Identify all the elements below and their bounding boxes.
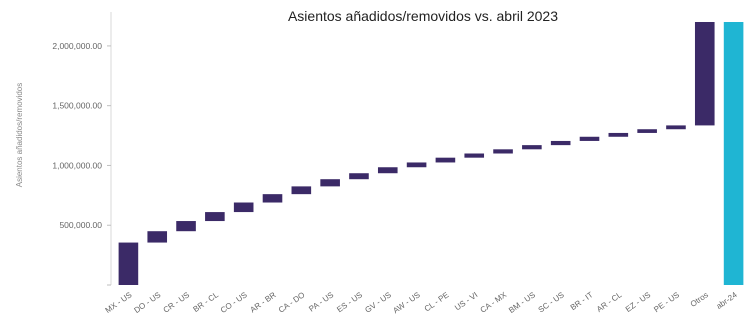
bar-es-us: [349, 173, 369, 180]
x-tick-label: MX - US: [104, 290, 134, 315]
bar-ar-br: [262, 194, 283, 203]
x-tick-label: CL - PE: [423, 290, 451, 313]
bar-ar-cl: [608, 132, 629, 137]
x-tick-label: BR - CL: [192, 290, 221, 314]
x-tick-label: ES - US: [335, 290, 364, 314]
x-tick-label: CA - MX: [479, 290, 509, 315]
bar-sc-us: [550, 140, 571, 146]
bar-aw-us: [406, 162, 427, 168]
x-tick-label: US - VI: [453, 290, 479, 312]
bar-gv-us: [377, 167, 398, 174]
bar-mx-us: [118, 242, 139, 285]
bar-ca-mx: [493, 149, 513, 154]
x-tick-label: Otros: [689, 290, 710, 309]
bar-us-vi: [464, 153, 485, 158]
x-tick-label: BR - IT: [569, 290, 595, 312]
bar-co-us: [233, 202, 254, 213]
x-tick-label: DO - US: [132, 290, 162, 315]
x-tick-label: abr-24: [715, 290, 740, 311]
bar-br-it: [579, 136, 600, 141]
bar-abr-24: [723, 22, 744, 285]
x-tick-label: CA - DO: [277, 290, 307, 314]
bar-ca-do: [291, 186, 312, 195]
x-tick-label: AR - CL: [595, 290, 624, 314]
x-tick-label: SC - US: [537, 290, 566, 314]
x-tick-label: BM - US: [507, 290, 537, 315]
y-tick-label: 2,000,000.00: [52, 41, 102, 51]
x-tick-label: AR - BR: [248, 290, 277, 314]
bars-group: [118, 22, 744, 285]
chart-title: Asientos añadidos/removidos vs. abril 20…: [288, 8, 558, 24]
x-tick-label: EZ - US: [624, 290, 652, 314]
y-tick-label: 500,000.00: [59, 220, 102, 230]
y-tick-label: 1,000,000.00: [52, 160, 102, 170]
bar-cl-pe: [435, 157, 456, 163]
bar-pe-us: [666, 125, 686, 130]
bar-ez-us: [637, 129, 657, 133]
bar-pa-us: [320, 179, 340, 187]
x-tick-label: CR - US: [162, 290, 192, 314]
y-tick-label: 1,500,000.00: [52, 101, 102, 111]
x-tick-label: AW - US: [391, 290, 421, 315]
bar-cr-us: [176, 221, 196, 232]
x-tick-label: GV - US: [363, 290, 393, 314]
y-axis-ticks: 500,000.00 1,000,000.00 1,500,000.00 2,000,…: [52, 41, 111, 286]
bar-br-cl: [205, 212, 225, 222]
x-tick-label: CO - US: [219, 290, 249, 315]
y-axis-label: Asientos añadidos/removidos: [15, 83, 24, 188]
bar-do-us: [147, 231, 168, 243]
bar-bm-us: [522, 145, 542, 150]
x-tick-label: PE - US: [652, 290, 681, 314]
x-tick-label: PA - US: [307, 290, 335, 313]
bar-otros: [694, 22, 715, 126]
